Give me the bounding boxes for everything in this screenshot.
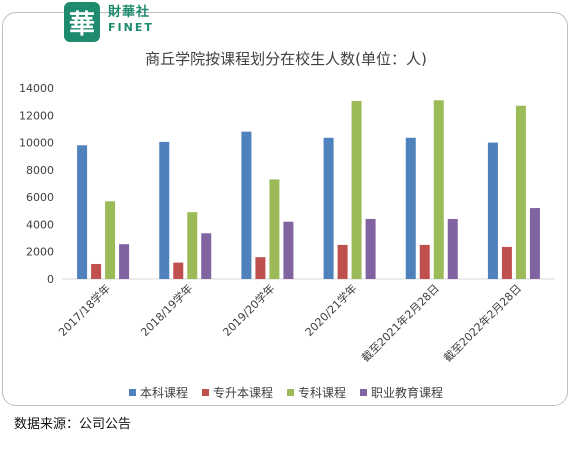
y-tick-label: 4000 bbox=[26, 218, 54, 231]
bar bbox=[283, 221, 294, 279]
y-tick-label: 10000 bbox=[19, 137, 54, 150]
legend-swatch bbox=[201, 389, 209, 396]
bar bbox=[187, 212, 198, 279]
legend-label: 职业教育课程 bbox=[371, 386, 444, 400]
bar bbox=[487, 142, 498, 279]
bar bbox=[269, 179, 280, 279]
bar bbox=[515, 105, 526, 279]
bar bbox=[351, 100, 362, 279]
bar bbox=[501, 246, 512, 279]
legend-swatch bbox=[360, 389, 368, 396]
y-tick-label: 6000 bbox=[26, 191, 54, 204]
y-tick-label: 14000 bbox=[19, 82, 54, 95]
bar bbox=[433, 100, 444, 280]
legend-label: 专升本课程 bbox=[212, 386, 273, 400]
x-tick-label: 截至2021年2月28日 bbox=[358, 281, 441, 364]
bar bbox=[91, 263, 102, 279]
x-tick-label: 截至2022年2月28日 bbox=[441, 281, 524, 364]
bar bbox=[241, 131, 252, 279]
finet-logo-text: 財華社 FINET bbox=[108, 6, 154, 33]
x-tick-label: 2018/19学年 bbox=[138, 281, 196, 339]
logo-name-cn: 財華社 bbox=[108, 5, 151, 20]
legend-swatch bbox=[287, 389, 294, 396]
chart-legend: 本科课程 专升本课程 专科课程 职业教育课程 bbox=[0, 384, 572, 401]
y-tick-label: 0 bbox=[47, 273, 54, 286]
legend-label: 专科课程 bbox=[298, 386, 347, 400]
bar bbox=[255, 257, 266, 279]
source-note: 数据来源：公司公告 bbox=[14, 417, 132, 432]
bar bbox=[405, 137, 416, 279]
bar bbox=[119, 244, 130, 279]
chart-title: 商丘学院按课程划分在校生人数(单位：人) bbox=[145, 50, 427, 68]
bar bbox=[159, 141, 170, 279]
y-tick-label: 2000 bbox=[26, 246, 54, 259]
x-tick-label: 2020/21学年 bbox=[302, 281, 360, 339]
bar bbox=[337, 244, 348, 279]
legend-item: 专升本课程 bbox=[201, 384, 273, 401]
legend-swatch bbox=[128, 389, 136, 396]
bar bbox=[447, 218, 458, 279]
x-tick-label: 2019/20学年 bbox=[220, 281, 278, 339]
bar bbox=[173, 262, 184, 279]
legend-item: 专科课程 bbox=[287, 384, 346, 401]
y-tick-label: 8000 bbox=[26, 164, 54, 177]
x-tick-label: 2017/18学年 bbox=[55, 281, 113, 339]
legend-item: 职业教育课程 bbox=[360, 384, 443, 401]
legend-item: 本科课程 bbox=[128, 384, 188, 401]
bar bbox=[77, 145, 88, 279]
finet-logo-seal: 華 bbox=[64, 2, 100, 42]
bar bbox=[201, 233, 212, 279]
bar bbox=[323, 137, 334, 279]
bar bbox=[105, 201, 116, 279]
bar bbox=[529, 208, 540, 279]
bar bbox=[365, 218, 376, 279]
chart-frame bbox=[2, 12, 568, 406]
logo-name-en: FINET bbox=[108, 21, 154, 34]
y-tick-label: 12000 bbox=[19, 109, 54, 122]
bar bbox=[419, 244, 430, 279]
legend-label: 本科课程 bbox=[139, 386, 188, 400]
